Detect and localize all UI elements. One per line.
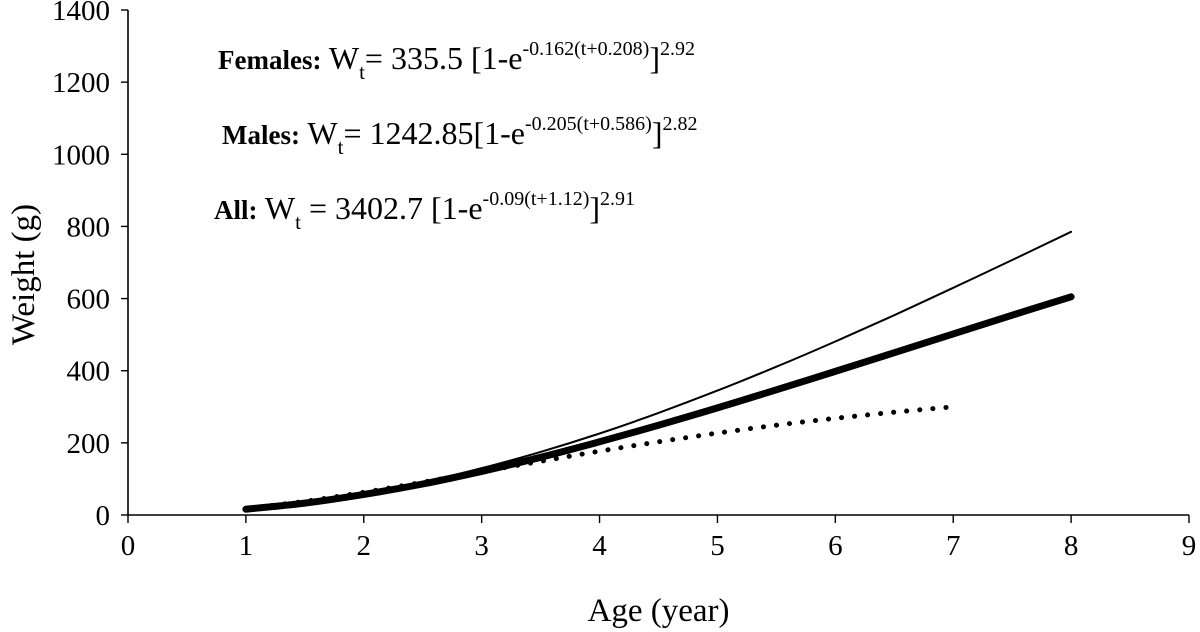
equation-part: = 335.5 [1-e: [365, 40, 523, 76]
x-tick-label: 4: [592, 530, 607, 562]
series-line-dotted: [243, 404, 956, 511]
equation-part: Females:: [218, 45, 321, 75]
ticks: 0 1 2 3 4 5 6 7 8 9 0 200 400 600 800 1000 1200 1400: [52, 0, 1196, 562]
y-tick-label: 1000: [52, 139, 110, 171]
equation-2: Males: Wt= 1242.85[1-e-0.205(t+0.586)]2.…: [222, 113, 697, 159]
x-tick-label: 2: [357, 530, 372, 562]
equation-part: t: [338, 135, 344, 159]
equation-part: -0.162(t+0.208): [522, 38, 649, 60]
equation-part: -0.09(t+1.12): [483, 188, 590, 210]
equation-3: All: Wt = 3402.7 [1-e-0.09(t+1.12)]2.91: [214, 188, 635, 234]
equation-part: = 3402.7 [1-e: [301, 190, 483, 226]
equation-part: ]: [649, 40, 660, 76]
series-line-thick-solid: [242, 293, 1075, 513]
y-tick-label: 800: [67, 211, 111, 243]
equation-1: Females: Wt= 335.5 [1-e-0.162(t+0.208)]2…: [218, 38, 695, 84]
axes: [127, 10, 1189, 516]
y-axis-label: Weight (g): [6, 204, 42, 345]
y-tick-label: 1400: [52, 0, 110, 27]
x-tick-label: 1: [239, 530, 254, 562]
y-tick-label: 200: [67, 428, 111, 460]
equation-part: W: [300, 115, 338, 151]
equation-part: ]: [589, 190, 600, 226]
equations: Females: Wt= 335.5 [1-e-0.162(t+0.208)]2…: [214, 38, 697, 234]
x-axis-label: Age (year): [588, 593, 730, 629]
equation-part: 2.92: [660, 38, 695, 60]
equation-part: t: [295, 210, 301, 234]
equation-part: -0.205(t+0.586): [525, 113, 652, 135]
x-tick-label: 3: [474, 530, 489, 562]
equation-part: = 1242.85[1-e: [343, 115, 525, 151]
equation-part: t: [359, 60, 365, 84]
y-tick-label: 1200: [52, 67, 110, 99]
series-line-thin-solid: [244, 230, 1073, 510]
equation-part: 2.82: [662, 113, 697, 135]
equation-part: Males:: [222, 120, 300, 150]
series-group: [242, 230, 1075, 513]
equation-part: All:: [214, 195, 258, 225]
x-tick-label: 7: [946, 530, 961, 562]
equation-part: ]: [652, 115, 663, 151]
x-tick-label: 0: [121, 530, 136, 562]
equation-part: W: [321, 40, 359, 76]
equation-part: 2.91: [600, 188, 635, 210]
y-tick-label: 400: [67, 356, 111, 388]
x-tick-label: 9: [1182, 530, 1197, 562]
x-tick-label: 5: [710, 530, 725, 562]
x-tick-label: 8: [1064, 530, 1079, 562]
equation-part: W: [258, 190, 296, 226]
y-tick-label: 600: [67, 284, 111, 316]
y-tick-label: 0: [96, 500, 111, 532]
x-tick-label: 6: [828, 530, 843, 562]
